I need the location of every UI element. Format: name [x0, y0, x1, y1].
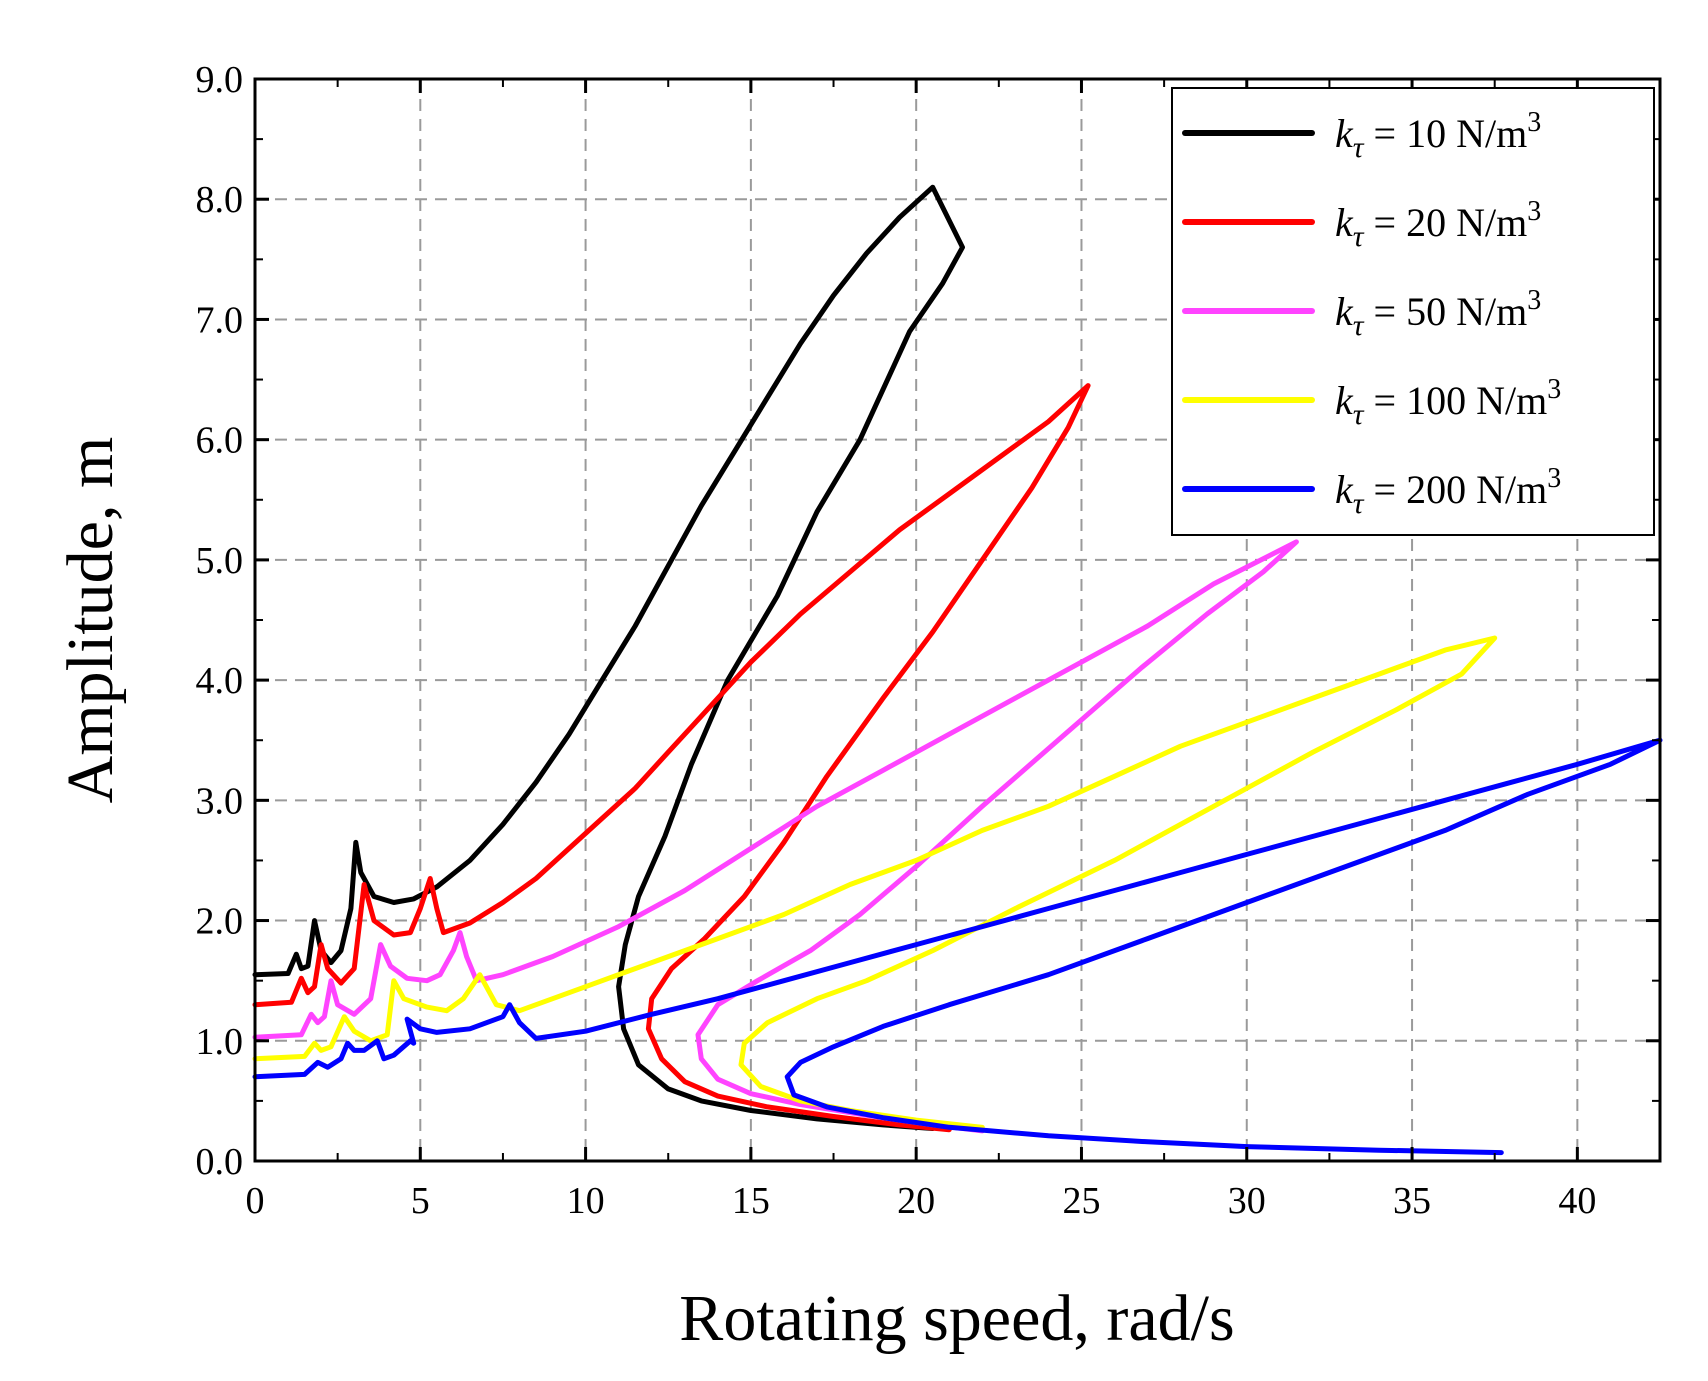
series-line-2 [252, 383, 1091, 1133]
series-group [252, 184, 1663, 1156]
legend-text: = 20 N/m [1364, 200, 1528, 245]
legend-label-3: kτ = 50 N/m3 [1335, 285, 1541, 342]
legend-text: = 50 N/m [1364, 289, 1528, 334]
legend-text: = 100 N/m [1364, 378, 1548, 423]
x-axis-title: Rotating speed, rad/s [679, 1282, 1234, 1355]
legend-label-1: kτ = 10 N/m3 [1335, 107, 1541, 164]
legend-subscript: τ [1353, 398, 1365, 431]
y-tick-label: 0.0 [196, 1141, 244, 1183]
legend-symbol: k [1335, 378, 1354, 423]
legend-label-2: kτ = 20 N/m3 [1335, 196, 1541, 253]
y-tick-label: 7.0 [196, 299, 244, 341]
y-axis-title: Amplitude, m [54, 437, 127, 804]
legend-superscript: 3 [1527, 107, 1541, 138]
x-tick-label: 20 [897, 1180, 935, 1222]
y-tick-labels: 0.0 1.0 2.0 3.0 4.0 5.0 6.0 7.0 8.0 9.0 [196, 59, 244, 1183]
x-tick-label: 15 [732, 1180, 770, 1222]
legend-symbol: k [1335, 289, 1354, 334]
legend-symbol: k [1335, 467, 1354, 512]
legend-superscript: 3 [1527, 196, 1541, 227]
legend-subscript: τ [1353, 220, 1365, 253]
y-tick-label: 1.0 [196, 1021, 244, 1063]
series-line-1 [252, 184, 965, 1131]
y-tick-label: 9.0 [196, 59, 244, 101]
legend-symbol: k [1335, 200, 1354, 245]
legend-label-5: kτ = 200 N/m3 [1335, 463, 1561, 520]
x-tick-label: 40 [1558, 1180, 1596, 1222]
y-tick-label: 8.0 [196, 179, 244, 221]
legend-label-4: kτ = 100 N/m3 [1335, 374, 1561, 431]
y-tick-label: 6.0 [196, 420, 244, 462]
x-tick-label: 30 [1228, 1180, 1266, 1222]
legend-symbol: k [1335, 111, 1354, 156]
series-line-5 [252, 737, 1663, 1156]
x-tick-label: 5 [411, 1180, 430, 1222]
series-line-3 [252, 539, 1299, 1134]
legend-superscript: 3 [1547, 374, 1561, 405]
legend-superscript: 3 [1527, 285, 1541, 316]
y-tick-label: 2.0 [196, 901, 244, 943]
legend-text: = 10 N/m [1364, 111, 1528, 156]
x-tick-labels: 0 5 10 15 20 25 30 35 40 [246, 1180, 1597, 1222]
legend-subscript: τ [1353, 487, 1365, 520]
series-line-4 [252, 635, 1498, 1130]
legend-superscript: 3 [1547, 463, 1561, 494]
legend-subscript: τ [1353, 309, 1365, 342]
x-tick-label: 10 [567, 1180, 605, 1222]
y-tick-label: 3.0 [196, 780, 244, 822]
y-tick-label: 5.0 [196, 540, 244, 582]
legend-text: = 200 N/m [1364, 467, 1548, 512]
x-tick-label: 0 [246, 1180, 265, 1222]
y-tick-label: 4.0 [196, 660, 244, 702]
legend-subscript: τ [1353, 131, 1365, 164]
x-tick-label: 25 [1062, 1180, 1100, 1222]
x-tick-label: 35 [1393, 1180, 1431, 1222]
